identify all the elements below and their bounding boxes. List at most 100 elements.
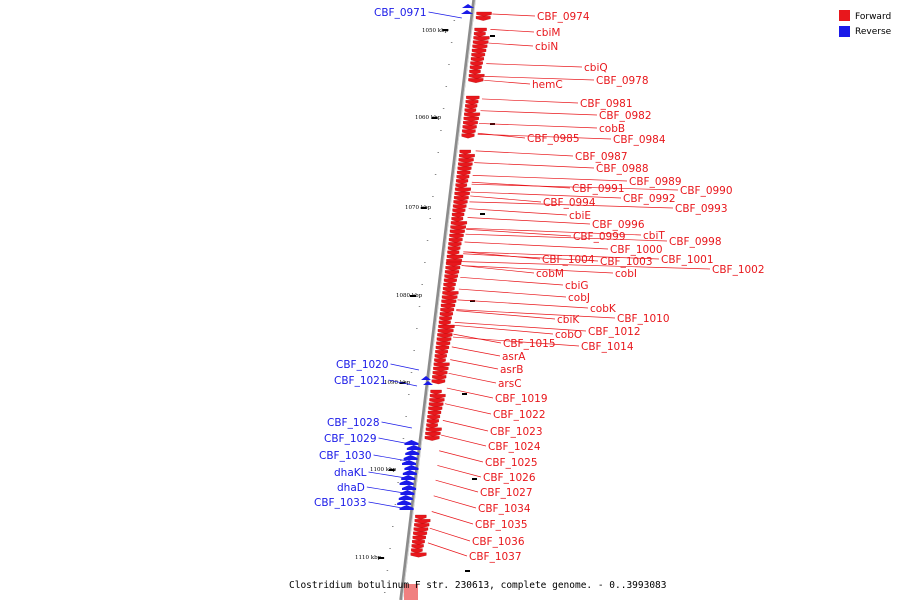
forward-gene-glyph[interactable] [455,183,468,189]
gene-label[interactable]: CBF_1026 [483,472,536,484]
gene-label[interactable]: cobK [590,303,617,315]
gene-label[interactable]: CBF_1003 [600,256,653,268]
gene-label[interactable]: asrB [500,364,523,376]
forward-gene-glyph[interactable] [441,299,457,305]
gene-label[interactable]: cbiK [557,314,580,326]
forward-gene-glyph[interactable] [436,337,452,343]
forward-gene-glyph[interactable] [437,329,454,334]
gene-label[interactable]: CBF_0998 [669,236,722,248]
reverse-gene-glyph[interactable] [402,460,417,465]
forward-gene-glyph[interactable] [432,375,447,380]
gene-label[interactable]: CBF_0987 [575,151,628,163]
gene-label[interactable]: CBF_1027 [480,487,533,499]
reverse-gene-glyph[interactable] [404,465,419,470]
forward-gene-glyph[interactable] [413,527,429,533]
gene-label[interactable]: CBF_1020 [336,359,389,371]
reverse-gene-glyph[interactable] [406,445,421,450]
gene-label[interactable]: CBF_1014 [581,341,634,353]
forward-gene-glyph[interactable] [475,16,491,21]
forward-gene-glyph[interactable] [434,354,447,359]
forward-gene-glyph[interactable] [449,233,464,239]
forward-gene-glyph[interactable] [410,552,427,558]
forward-gene-glyph[interactable] [441,295,458,301]
forward-gene-glyph[interactable] [459,149,471,155]
gene-label[interactable]: CBF_1028 [327,417,380,429]
forward-gene-glyph[interactable] [469,69,481,75]
gene-label[interactable]: cobO [555,329,582,341]
forward-gene-glyph[interactable] [413,531,428,537]
forward-gene-glyph[interactable] [427,415,441,420]
forward-gene-glyph[interactable] [449,229,465,235]
forward-gene-glyph[interactable] [444,270,460,275]
forward-gene-glyph[interactable] [436,341,451,347]
forward-gene-glyph[interactable] [458,158,474,163]
reverse-gene-glyph[interactable] [399,480,414,485]
forward-gene-glyph[interactable] [468,78,484,83]
forward-gene-glyph[interactable] [438,320,451,326]
forward-gene-glyph[interactable] [428,402,444,408]
gene-label[interactable]: cobI [615,268,637,280]
forward-gene-glyph[interactable] [428,406,443,412]
gene-label[interactable]: asrA [502,351,526,363]
gene-label[interactable]: CBF_1037 [469,551,522,563]
gene-label[interactable]: CBF_1030 [319,450,372,462]
gene-label[interactable]: CBF_0999 [573,231,626,243]
forward-gene-glyph[interactable] [439,312,453,317]
gene-label[interactable]: cbiQ [584,62,608,74]
forward-gene-glyph[interactable] [439,316,452,322]
forward-gene-glyph[interactable] [463,116,479,122]
gene-label[interactable]: cbiG [565,280,589,292]
gene-label[interactable]: CBF_1036 [472,536,525,548]
forward-gene-glyph[interactable] [404,584,418,600]
gene-label[interactable]: CBF_0989 [629,176,682,188]
gene-label[interactable]: CBF_1015 [503,338,556,350]
reverse-gene-glyph[interactable] [400,490,415,495]
gene-label[interactable]: CBF_1004 [542,254,595,266]
gene-label[interactable]: CBF_0984 [613,134,666,146]
forward-gene-glyph[interactable] [414,519,431,524]
forward-gene-glyph[interactable] [435,350,448,355]
forward-gene-glyph[interactable] [463,121,478,126]
gene-label[interactable]: CBF_0971 [374,7,427,19]
forward-gene-glyph[interactable] [456,179,469,184]
reverse-gene-glyph[interactable] [461,10,473,14]
forward-gene-glyph[interactable] [434,358,446,364]
forward-gene-glyph[interactable] [466,95,480,101]
forward-gene-glyph[interactable] [453,196,469,201]
gene-label[interactable]: CBF_1023 [490,426,543,438]
gene-label[interactable]: CBF_1019 [495,393,548,405]
gene-label[interactable]: CBF_0985 [527,133,580,145]
forward-gene-glyph[interactable] [442,291,459,296]
forward-gene-glyph[interactable] [456,175,470,180]
forward-gene-glyph[interactable] [425,427,442,433]
forward-gene-glyph[interactable] [451,217,464,222]
forward-gene-glyph[interactable] [452,204,467,210]
forward-gene-glyph[interactable] [411,548,423,554]
gene-label[interactable]: CBF_0988 [596,163,649,175]
forward-gene-glyph[interactable] [461,133,475,139]
forward-gene-glyph[interactable] [438,324,455,330]
gene-label[interactable]: CBF_1025 [485,457,538,469]
forward-gene-glyph[interactable] [432,371,448,376]
forward-gene-glyph[interactable] [451,212,465,218]
forward-gene-glyph[interactable] [440,303,456,309]
forward-gene-glyph[interactable] [447,246,461,252]
forward-gene-glyph[interactable] [473,32,486,37]
forward-gene-glyph[interactable] [455,187,471,193]
forward-gene-glyph[interactable] [464,112,481,118]
forward-gene-glyph[interactable] [435,345,450,351]
gene-label[interactable]: cbiT [643,230,665,242]
forward-gene-glyph[interactable] [452,208,466,214]
forward-gene-glyph[interactable] [453,200,468,205]
gene-label[interactable]: cbiM [536,27,560,39]
forward-gene-glyph[interactable] [474,27,487,33]
forward-gene-glyph[interactable] [458,162,473,168]
gene-label[interactable]: arsC [498,378,522,390]
forward-gene-glyph[interactable] [447,250,460,256]
gene-label[interactable]: dhaD [337,482,365,494]
forward-gene-glyph[interactable] [476,11,492,17]
gene-label[interactable]: cobM [536,268,564,280]
gene-label[interactable]: CBF_1002 [712,264,765,276]
forward-gene-glyph[interactable] [415,514,427,520]
forward-gene-glyph[interactable] [445,261,462,267]
